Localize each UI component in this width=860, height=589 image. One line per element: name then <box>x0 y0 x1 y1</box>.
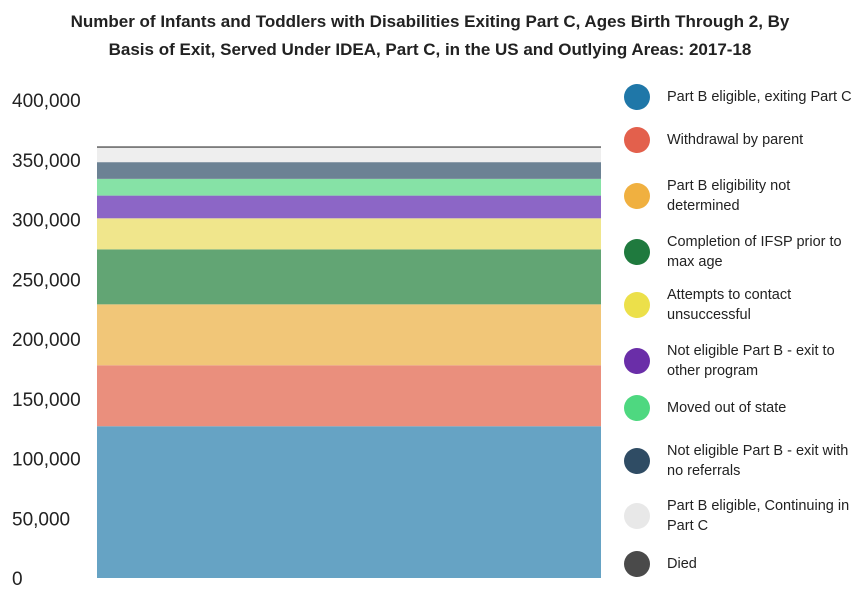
legend-label: Moved out of state <box>667 400 787 416</box>
bar-segment[interactable] <box>97 218 601 250</box>
legend-label: Part B eligibility not determined <box>667 178 791 214</box>
y-tick-label: 0 <box>12 569 23 589</box>
legend-label: Withdrawal by parent <box>667 132 804 148</box>
bar-segment[interactable] <box>97 195 601 219</box>
legend-swatch-icon <box>624 127 650 153</box>
y-tick-label: 300,000 <box>12 211 81 232</box>
bar-segment[interactable] <box>97 178 601 196</box>
legend-swatch-icon <box>624 551 650 577</box>
legend-label: Completion of IFSP prior to max age <box>667 234 842 270</box>
legend-item[interactable]: Attempts to contact unsuccessful <box>624 285 860 325</box>
legend-swatch-icon <box>624 348 650 374</box>
chart-title: Number of Infants and Toddlers with Disa… <box>0 8 860 64</box>
legend-item[interactable]: Part B eligibility not determined <box>624 176 860 216</box>
legend-swatch-icon <box>624 503 650 529</box>
y-tick-label: 100,000 <box>12 450 81 471</box>
legend-item[interactable]: Died <box>624 551 860 577</box>
legend-item[interactable]: Part B eligible, Continuing in Part C <box>624 496 860 536</box>
y-tick-label: 350,000 <box>12 151 81 172</box>
legend-swatch-icon <box>624 448 650 474</box>
y-tick-label: 150,000 <box>12 390 81 411</box>
bar-segment[interactable] <box>97 365 601 427</box>
legend-item[interactable]: Part B eligible, exiting Part C <box>624 84 860 110</box>
legend-swatch-icon <box>624 183 650 209</box>
bar-segment[interactable] <box>97 162 601 179</box>
legend-swatch-icon <box>624 239 650 265</box>
y-axis: 0 50,000 100,000 150,000 200,000 250,000 300,0… <box>12 91 81 589</box>
bar-stack <box>97 146 601 578</box>
legend-label: Not eligible Part B - exit to other prog… <box>667 343 835 379</box>
y-tick-label: 200,000 <box>12 330 81 351</box>
legend-item[interactable]: Not eligible Part B - exit to other prog… <box>624 341 860 381</box>
legend-swatch-icon <box>624 84 650 110</box>
legend-label: Attempts to contact unsuccessful <box>667 287 792 323</box>
legend-swatch-icon <box>624 395 650 421</box>
legend-label: Not eligible Part B - exit with no refer… <box>667 443 849 479</box>
legend-swatch-icon <box>624 292 650 318</box>
legend-item[interactable]: Completion of IFSP prior to max age <box>624 232 860 272</box>
chart-title-line-2: Basis of Exit, Served Under IDEA, Part C… <box>108 40 752 59</box>
bar-segment[interactable] <box>97 426 601 578</box>
legend-label: Part B eligible, Continuing in Part C <box>667 498 850 534</box>
y-tick-label: 50,000 <box>12 509 70 530</box>
legend-item[interactable]: Withdrawal by parent <box>624 127 860 153</box>
y-tick-label: 400,000 <box>12 91 81 112</box>
bar-segment[interactable] <box>97 249 601 305</box>
bar-segment[interactable] <box>97 147 601 163</box>
legend-label: Died <box>667 556 697 572</box>
bar-segment[interactable] <box>97 304 601 366</box>
legend-item[interactable]: Not eligible Part B - exit with no refer… <box>624 441 860 481</box>
legend-label: Part B eligible, exiting Part C <box>667 89 852 105</box>
legend-item[interactable]: Moved out of state <box>624 395 860 421</box>
chart-title-line-1: Number of Infants and Toddlers with Disa… <box>70 12 790 31</box>
y-tick-label: 250,000 <box>12 270 81 291</box>
